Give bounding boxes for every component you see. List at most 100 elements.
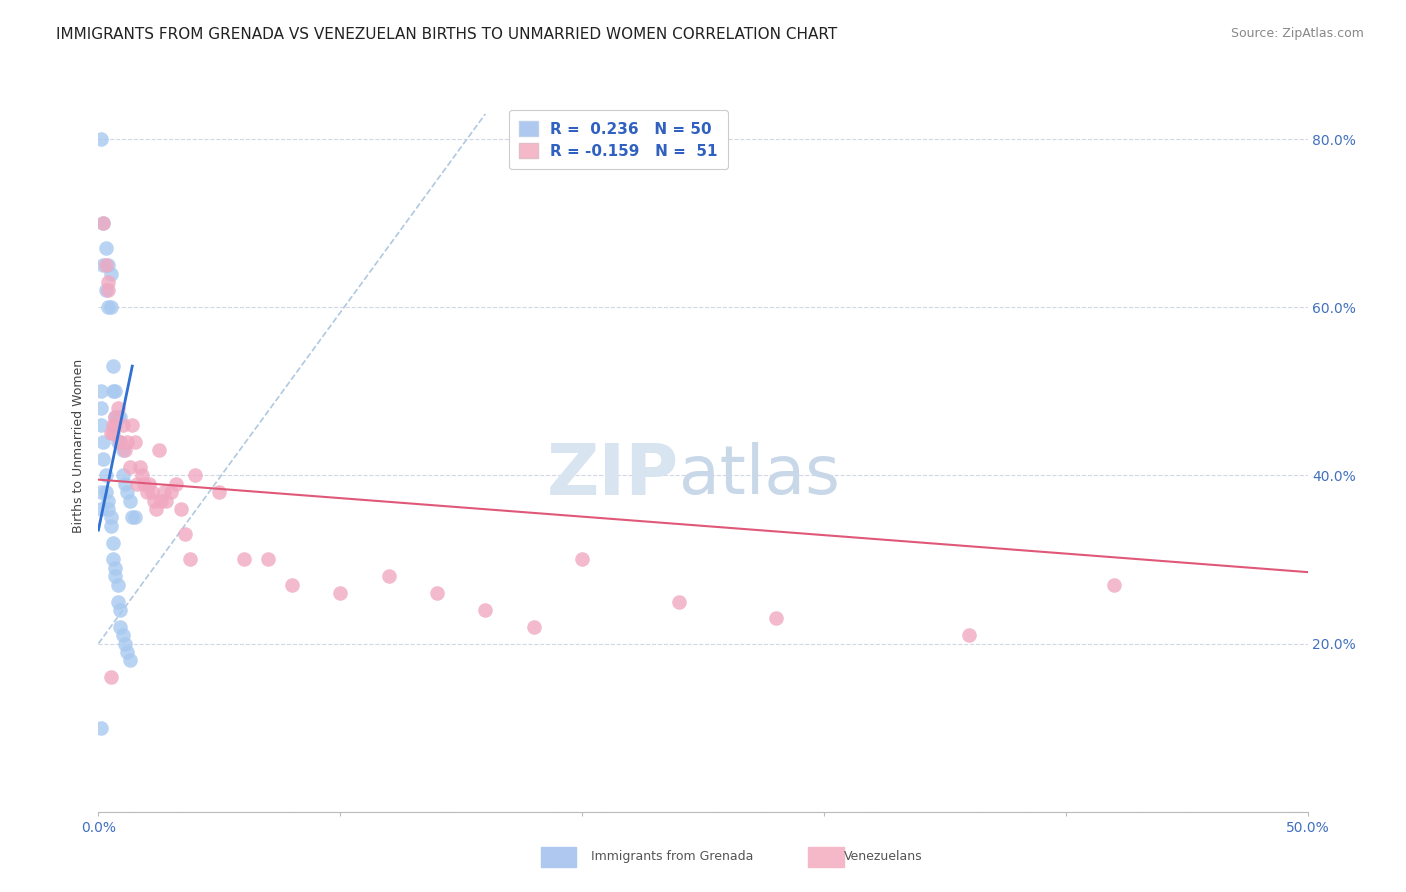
Point <box>101 359 124 373</box>
Point <box>111 417 134 432</box>
Point <box>143 493 166 508</box>
Text: IMMIGRANTS FROM GRENADA VS VENEZUELAN BIRTHS TO UNMARRIED WOMEN CORRELATION CHAR: IMMIGRANTS FROM GRENADA VS VENEZUELAN BI… <box>56 27 838 42</box>
Point <box>179 552 201 566</box>
Point <box>114 476 136 491</box>
Point <box>208 485 231 500</box>
Point <box>94 468 117 483</box>
Point <box>121 417 143 432</box>
Point <box>165 476 187 491</box>
Point <box>957 628 980 642</box>
Point <box>100 267 122 281</box>
Point <box>107 594 129 608</box>
Point <box>232 552 254 566</box>
Point <box>91 216 114 230</box>
Point <box>523 620 546 634</box>
Point <box>131 468 153 483</box>
Point <box>94 242 117 256</box>
Point <box>90 132 112 146</box>
Point <box>97 493 120 508</box>
Point <box>281 578 304 592</box>
Point <box>1102 578 1125 592</box>
Point <box>94 258 117 272</box>
Point <box>184 468 207 483</box>
Point <box>104 384 127 399</box>
Point <box>104 561 127 575</box>
Point <box>108 409 131 424</box>
Point <box>91 216 114 230</box>
Point <box>108 434 131 449</box>
Point <box>111 468 134 483</box>
Point <box>90 384 112 399</box>
Point <box>150 493 173 508</box>
Point <box>138 476 160 491</box>
Point <box>100 670 122 684</box>
Y-axis label: Births to Unmarried Women: Births to Unmarried Women <box>72 359 86 533</box>
Point <box>155 493 177 508</box>
Point <box>104 409 127 424</box>
Point <box>124 434 146 449</box>
Point <box>571 552 593 566</box>
Point <box>169 502 191 516</box>
Point <box>101 417 124 432</box>
Point <box>114 636 136 650</box>
Legend: R =  0.236   N = 50, R = -0.159   N =  51: R = 0.236 N = 50, R = -0.159 N = 51 <box>509 110 728 169</box>
Point <box>160 485 183 500</box>
Point <box>100 519 122 533</box>
Point <box>121 510 143 524</box>
Text: Immigrants from Grenada: Immigrants from Grenada <box>591 850 752 863</box>
Point <box>101 535 124 549</box>
Point <box>111 443 134 458</box>
Point <box>91 258 114 272</box>
Point <box>97 300 120 314</box>
Text: Venezuelans: Venezuelans <box>844 850 922 863</box>
Point <box>100 426 122 441</box>
Point <box>174 527 197 541</box>
Point <box>148 443 170 458</box>
Point <box>117 434 139 449</box>
Point <box>108 434 131 449</box>
Point <box>90 502 112 516</box>
Point <box>100 510 122 524</box>
Point <box>94 485 117 500</box>
Point <box>377 569 399 583</box>
Point <box>101 426 124 441</box>
Point <box>107 409 129 424</box>
Point <box>124 510 146 524</box>
Point <box>101 552 124 566</box>
Point <box>117 645 139 659</box>
Point <box>90 401 112 416</box>
Point <box>91 434 114 449</box>
Point <box>90 721 112 735</box>
Point <box>152 485 174 500</box>
Point <box>329 586 352 600</box>
Point <box>90 485 112 500</box>
Point <box>118 653 141 667</box>
Point <box>765 611 787 625</box>
Point <box>127 476 149 491</box>
Point <box>97 502 120 516</box>
Point <box>135 485 157 500</box>
Point <box>104 569 127 583</box>
Point <box>97 284 120 298</box>
Point <box>107 578 129 592</box>
Point <box>111 628 134 642</box>
Point <box>94 284 117 298</box>
Text: Source: ZipAtlas.com: Source: ZipAtlas.com <box>1230 27 1364 40</box>
Point <box>114 443 136 458</box>
Point <box>141 485 163 500</box>
Point <box>104 409 127 424</box>
Point <box>256 552 278 566</box>
Point <box>118 493 141 508</box>
Point <box>107 434 129 449</box>
Point <box>97 275 120 289</box>
Text: atlas: atlas <box>679 442 839 508</box>
Point <box>668 594 690 608</box>
Point <box>100 300 122 314</box>
Point <box>97 258 120 272</box>
Point <box>90 417 112 432</box>
Point <box>145 502 167 516</box>
Point <box>107 401 129 416</box>
Point <box>426 586 449 600</box>
Point <box>474 603 496 617</box>
Point <box>134 476 156 491</box>
